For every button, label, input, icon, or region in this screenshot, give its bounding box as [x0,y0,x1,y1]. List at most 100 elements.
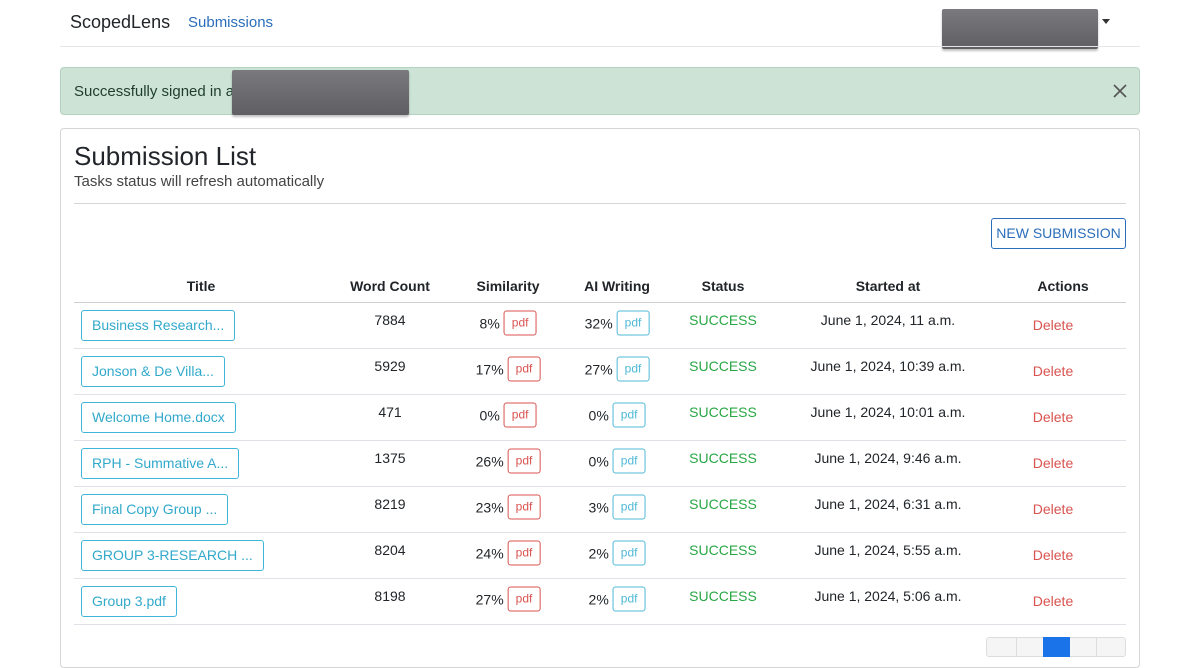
similarity-pdf[interactable]: pdf [507,586,541,612]
page-sep [1096,637,1097,657]
similarity-pdf[interactable]: pdf [503,402,537,428]
word-count: 471 [378,404,402,420]
ai-cell: 0% pdf [588,402,646,428]
dropdown-caret[interactable] [1102,19,1110,24]
column-header: AI Writing [584,278,650,294]
row-line [74,440,1126,441]
status: SUCCESS [689,358,757,374]
delete-link[interactable]: Delete [1032,593,1074,609]
status: SUCCESS [689,496,757,512]
ai-writing: 2% [588,545,609,561]
status: SUCCESS [689,404,757,420]
word-count: 8198 [374,588,406,604]
started-at: June 1, 2024, 5:55 a.m. [814,542,962,558]
redacted-user[interactable] [942,9,1098,49]
ai-pdf[interactable]: pdf [616,356,650,382]
similarity: 8% [479,315,500,331]
similarity-pdf[interactable]: pdf [507,494,541,520]
row-line [74,394,1126,395]
ai-cell: 3% pdf [588,494,646,520]
word-count: 5929 [374,358,406,374]
column-header: Actions [1037,278,1089,294]
similarity: 0% [479,407,500,423]
card-subtitle: Tasks status will refresh automatically [74,173,325,190]
status: SUCCESS [689,588,757,604]
similarity-cell: 24% pdf [475,540,541,566]
ai-pdf[interactable]: pdf [612,494,646,520]
redacted-email [232,70,409,115]
row-line [74,348,1126,349]
started-at: June 1, 2024, 10:01 a.m. [810,404,966,420]
word-count: 1375 [374,450,406,466]
title-button[interactable]: Jonson & De Villa... [81,356,225,387]
column-header: Word Count [350,278,430,294]
ai-cell: 0% pdf [588,448,646,474]
delete-link[interactable]: Delete [1032,501,1074,517]
started-at: June 1, 2024, 10:39 a.m. [810,358,966,374]
similarity-pdf[interactable]: pdf [507,448,541,474]
similarity-pdf[interactable]: pdf [503,310,537,336]
word-count: 7884 [374,312,406,328]
title-button[interactable]: Welcome Home.docx [81,402,236,433]
status: SUCCESS [689,312,757,328]
new-submission-button[interactable]: NEW SUBMISSION [991,218,1126,249]
ai-cell: 32% pdf [585,310,650,336]
delete-link[interactable]: Delete [1032,547,1074,563]
separator [74,203,1126,204]
row-line [74,532,1126,533]
similarity-cell: 8% pdf [479,310,537,336]
card-title: Submission List [74,141,257,171]
ai-writing: 0% [588,407,609,423]
delete-link[interactable]: Delete [1032,317,1074,333]
ai-writing: 0% [588,453,609,469]
alert-message: Successfully signed in as c [74,83,254,100]
delete-link[interactable]: Delete [1032,455,1074,471]
row-line [74,302,1126,303]
nav-link[interactable]: Submissions [188,14,274,31]
brand[interactable]: ScopedLens [70,12,171,32]
delete-link[interactable]: Delete [1032,363,1074,379]
page: ScopedLens Submissions Successfully sign… [60,9,1140,668]
status: SUCCESS [689,542,757,558]
ai-pdf[interactable]: pdf [612,586,646,612]
ai-writing: 2% [588,591,609,607]
page-active[interactable] [1043,637,1070,657]
row-line [74,486,1126,487]
similarity-cell: 27% pdf [475,586,541,612]
ai-pdf[interactable]: pdf [612,402,646,428]
similarity-cell: 17% pdf [475,356,541,382]
similarity: 24% [475,545,504,561]
title-button[interactable]: Business Research... [81,310,236,341]
word-count: 8219 [374,496,406,512]
title-button[interactable]: GROUP 3-RESEARCH ... [81,540,264,571]
ai-pdf[interactable]: pdf [616,310,650,336]
similarity-pdf[interactable]: pdf [507,540,541,566]
similarity-cell: 23% pdf [476,494,541,520]
similarity-pdf[interactable]: pdf [507,356,541,382]
delete-link[interactable]: Delete [1032,409,1074,425]
page-sep [1016,637,1017,657]
ai-writing: 3% [588,499,609,515]
close-button[interactable] [1112,83,1128,99]
similarity: 17% [475,361,504,377]
ai-pdf[interactable]: pdf [612,448,646,474]
similarity-cell: 26% pdf [475,448,541,474]
column-header: Started at [855,278,921,294]
title-button[interactable]: Group 3.pdf [81,586,177,617]
ai-cell: 2% pdf [588,586,646,612]
column-header: Status [701,278,745,294]
alert: Successfully signed in as c [60,67,1140,115]
title-button[interactable]: RPH - Summative A... [81,448,240,479]
column-header: Similarity [476,278,540,294]
ai-cell: 27% pdf [584,356,650,382]
title-button[interactable]: Final Copy Group ... [81,494,229,525]
similarity: 26% [475,453,504,469]
word-count: 8204 [374,542,406,558]
ai-pdf[interactable]: pdf [612,540,646,566]
started-at: June 1, 2024, 6:31 a.m. [814,496,962,512]
ai-writing: 27% [584,361,613,377]
similarity-cell: 0% pdf [479,402,537,428]
status: SUCCESS [689,450,757,466]
similarity: 27% [475,591,504,607]
row-line [74,624,1126,625]
